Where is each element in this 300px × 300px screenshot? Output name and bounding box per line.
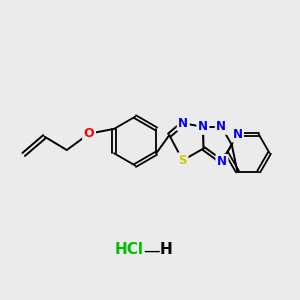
Text: N: N — [216, 120, 226, 133]
Text: N: N — [178, 117, 188, 130]
Text: S: S — [178, 154, 187, 167]
Text: HCl: HCl — [115, 242, 144, 257]
Text: N: N — [232, 128, 242, 141]
Text: H: H — [160, 242, 173, 257]
Text: O: O — [84, 127, 94, 140]
Text: N: N — [217, 155, 227, 168]
Text: N: N — [198, 120, 208, 133]
Text: —: — — [143, 242, 160, 260]
